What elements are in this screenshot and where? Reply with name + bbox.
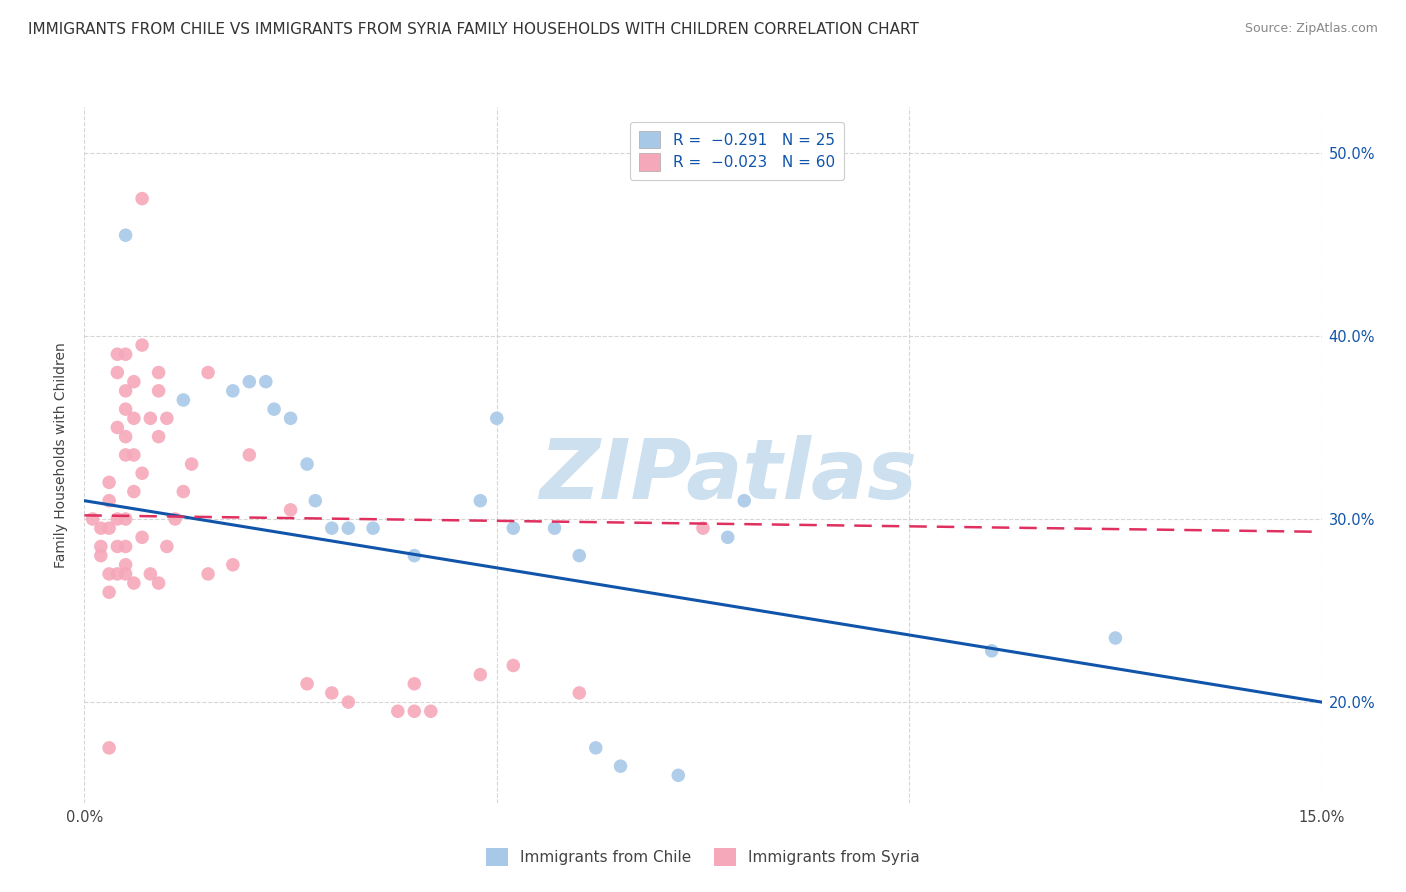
- Point: [148, 366, 170, 380]
- Text: IMMIGRANTS FROM CHILE VS IMMIGRANTS FROM SYRIA FAMILY HOUSEHOLDS WITH CHILDREN C: IMMIGRANTS FROM CHILE VS IMMIGRANTS FROM…: [28, 22, 920, 37]
- Point: [1104, 631, 1126, 645]
- Point: [337, 695, 360, 709]
- Point: [98, 566, 121, 581]
- Point: [295, 457, 318, 471]
- Point: [105, 512, 128, 526]
- Point: [197, 366, 219, 380]
- Text: ZIPatlas: ZIPatlas: [538, 435, 917, 516]
- Point: [321, 521, 343, 535]
- Point: [165, 512, 187, 526]
- Y-axis label: Family Households with Children: Family Households with Children: [55, 342, 69, 568]
- Point: [485, 411, 508, 425]
- Point: [172, 392, 194, 407]
- Point: [122, 411, 145, 425]
- Point: [419, 704, 441, 718]
- Point: [90, 549, 112, 563]
- Point: [543, 521, 565, 535]
- Point: [148, 576, 170, 591]
- Point: [114, 384, 136, 398]
- Point: [404, 704, 426, 718]
- Point: [585, 740, 607, 755]
- Point: [131, 467, 153, 481]
- Point: [114, 566, 136, 581]
- Text: Source: ZipAtlas.com: Source: ZipAtlas.com: [1244, 22, 1378, 36]
- Point: [148, 429, 170, 443]
- Point: [98, 475, 121, 490]
- Point: [470, 667, 492, 681]
- Point: [105, 420, 128, 434]
- Point: [114, 429, 136, 443]
- Point: [502, 658, 524, 673]
- Point: [148, 384, 170, 398]
- Point: [263, 402, 285, 417]
- Point: [733, 493, 755, 508]
- Point: [156, 411, 179, 425]
- Point: [180, 457, 202, 471]
- Point: [304, 493, 326, 508]
- Point: [98, 521, 121, 535]
- Point: [90, 540, 112, 554]
- Point: [90, 521, 112, 535]
- Point: [114, 540, 136, 554]
- Point: [321, 686, 343, 700]
- Point: [139, 411, 162, 425]
- Point: [122, 448, 145, 462]
- Point: [114, 347, 136, 361]
- Point: [131, 338, 153, 352]
- Point: [156, 540, 179, 554]
- Point: [172, 484, 194, 499]
- Point: [387, 704, 409, 718]
- Point: [98, 493, 121, 508]
- Point: [254, 375, 277, 389]
- Point: [122, 375, 145, 389]
- Point: [82, 512, 104, 526]
- Point: [105, 366, 128, 380]
- Point: [337, 521, 360, 535]
- Point: [980, 644, 1002, 658]
- Point: [105, 540, 128, 554]
- Point: [131, 192, 153, 206]
- Point: [238, 448, 260, 462]
- Point: [295, 677, 318, 691]
- Point: [105, 566, 128, 581]
- Point: [197, 566, 219, 581]
- Point: [692, 521, 714, 535]
- Point: [470, 493, 492, 508]
- Point: [222, 558, 245, 572]
- Point: [122, 576, 145, 591]
- Point: [361, 521, 384, 535]
- Point: [105, 347, 128, 361]
- Point: [122, 484, 145, 499]
- Point: [114, 512, 136, 526]
- Point: [114, 448, 136, 462]
- Point: [98, 585, 121, 599]
- Point: [568, 549, 591, 563]
- Point: [502, 521, 524, 535]
- Point: [666, 768, 689, 782]
- Legend: Immigrants from Chile, Immigrants from Syria: Immigrants from Chile, Immigrants from S…: [477, 839, 929, 875]
- Point: [131, 530, 153, 544]
- Point: [238, 375, 260, 389]
- Point: [404, 677, 426, 691]
- Point: [609, 759, 631, 773]
- Point: [139, 566, 162, 581]
- Point: [568, 686, 591, 700]
- Point: [114, 558, 136, 572]
- Point: [114, 402, 136, 417]
- Point: [280, 411, 302, 425]
- Point: [222, 384, 245, 398]
- Point: [280, 503, 302, 517]
- Point: [98, 740, 121, 755]
- Point: [717, 530, 740, 544]
- Point: [114, 228, 136, 243]
- Point: [404, 549, 426, 563]
